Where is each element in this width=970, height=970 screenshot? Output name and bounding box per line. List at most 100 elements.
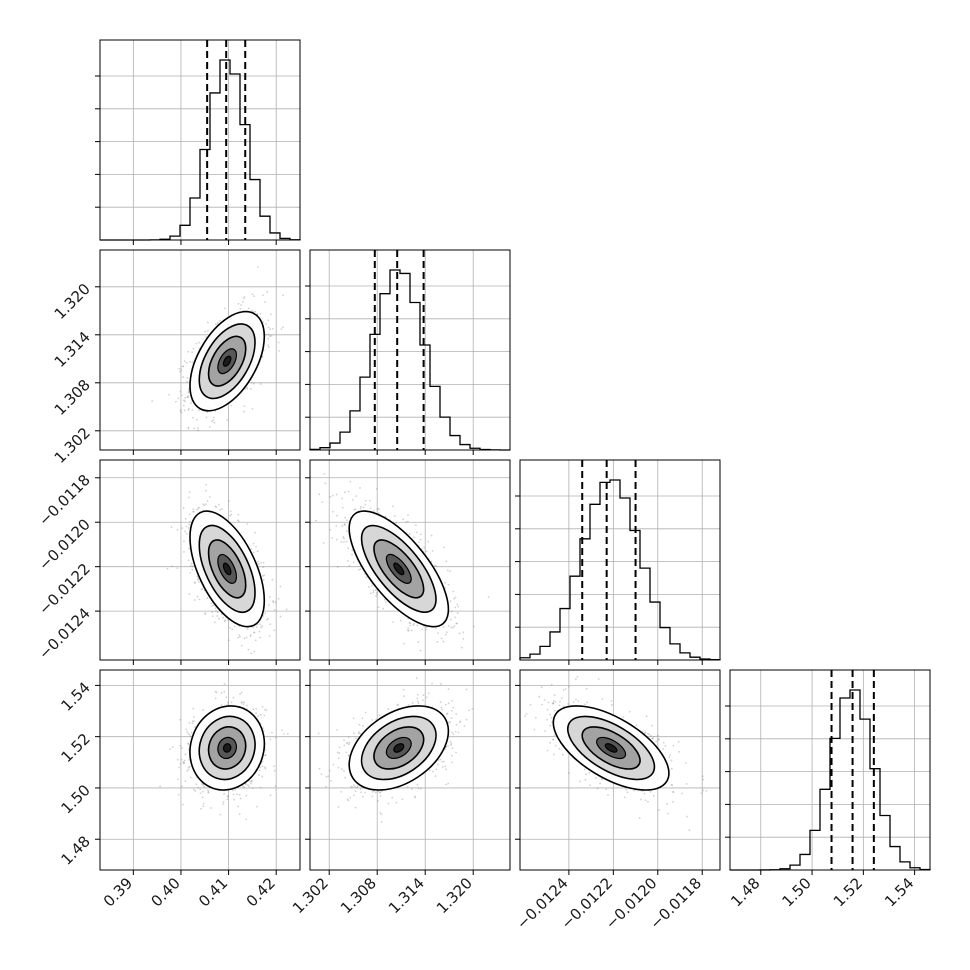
sample-point — [208, 496, 211, 498]
sample-point — [197, 577, 199, 580]
sample-point — [232, 793, 235, 796]
sample-point — [242, 297, 245, 300]
sample-point — [447, 583, 450, 586]
density-contour — [222, 355, 232, 367]
sample-point — [243, 637, 246, 640]
sample-point — [255, 712, 258, 715]
sample-point — [369, 507, 372, 510]
sample-point — [191, 568, 194, 571]
sample-point — [408, 621, 411, 624]
sample-point — [220, 704, 223, 707]
sample-point — [262, 294, 264, 297]
sample-point — [265, 333, 267, 336]
sample-point — [320, 773, 323, 775]
sample-point — [344, 516, 346, 519]
sample-point — [415, 531, 418, 534]
sample-point — [443, 546, 445, 549]
sample-point — [261, 765, 264, 768]
sample-point — [197, 429, 199, 432]
sample-point — [454, 616, 457, 619]
sample-point — [417, 700, 419, 703]
sample-point — [234, 788, 237, 791]
sample-point — [341, 506, 344, 509]
sample-point — [473, 625, 475, 628]
sample-point — [245, 794, 248, 797]
sample-point — [387, 707, 390, 710]
sample-point — [190, 402, 192, 405]
sample-point — [215, 506, 218, 509]
sample-point — [427, 540, 429, 543]
sample-point — [271, 731, 273, 734]
sample-point — [253, 295, 256, 298]
sample-point — [369, 592, 372, 595]
sample-point — [402, 642, 405, 645]
sample-point — [332, 510, 334, 513]
sample-point — [417, 641, 420, 643]
sample-point — [196, 578, 199, 581]
sample-point — [268, 596, 271, 599]
sample-point — [322, 542, 325, 544]
sample-point — [222, 616, 225, 619]
sample-point — [246, 784, 249, 786]
sample-point — [364, 791, 367, 794]
sample-point — [264, 754, 267, 756]
sample-point — [207, 329, 209, 332]
sample-point — [187, 768, 190, 771]
sample-point — [263, 714, 266, 717]
sample-point — [226, 419, 229, 422]
diagonal-frame — [729, 669, 931, 871]
sample-point — [188, 721, 191, 724]
sample-point — [349, 480, 352, 483]
sample-point — [265, 323, 267, 325]
sample-point — [348, 741, 351, 744]
diagonal-frame — [519, 459, 721, 661]
sample-point — [243, 410, 246, 413]
sample-point — [174, 400, 177, 403]
sample-point — [365, 576, 368, 579]
sample-point — [447, 721, 450, 724]
sample-point — [358, 731, 360, 734]
sample-point — [371, 791, 374, 793]
sample-point — [337, 806, 340, 808]
sample-point — [346, 559, 349, 562]
panel-frame — [309, 459, 511, 661]
sample-point — [259, 786, 262, 789]
sample-point — [335, 525, 338, 527]
sample-point — [177, 793, 180, 796]
sample-point — [445, 783, 448, 786]
sample-point — [171, 565, 174, 568]
sample-point — [262, 727, 265, 730]
sample-point — [256, 550, 259, 553]
sample-point — [270, 334, 273, 337]
sample-point — [262, 566, 265, 568]
sample-point — [278, 350, 280, 352]
sample-point — [189, 520, 192, 523]
sample-point — [223, 307, 226, 310]
sample-point — [354, 508, 357, 511]
sample-point — [268, 635, 271, 637]
sample-point — [185, 532, 188, 535]
sample-point — [199, 807, 202, 810]
sample-point — [261, 760, 264, 763]
diagonal-frame — [309, 249, 511, 451]
sample-point — [182, 404, 185, 407]
sample-point — [252, 626, 255, 629]
sample-point — [387, 802, 390, 805]
sample-point — [395, 521, 398, 524]
sample-point — [367, 586, 370, 588]
sample-point — [192, 508, 195, 511]
sample-point — [229, 514, 232, 517]
sample-point — [216, 615, 219, 617]
sample-point — [210, 807, 212, 809]
sample-point — [447, 782, 450, 785]
sample-point — [402, 518, 404, 521]
sample-point — [218, 617, 221, 620]
sample-point — [263, 574, 266, 577]
sample-point — [407, 627, 410, 629]
sample-point — [452, 590, 455, 593]
sample-point — [439, 683, 442, 685]
sample-point — [401, 798, 404, 801]
sample-point — [335, 538, 338, 541]
sample-point — [362, 506, 365, 509]
